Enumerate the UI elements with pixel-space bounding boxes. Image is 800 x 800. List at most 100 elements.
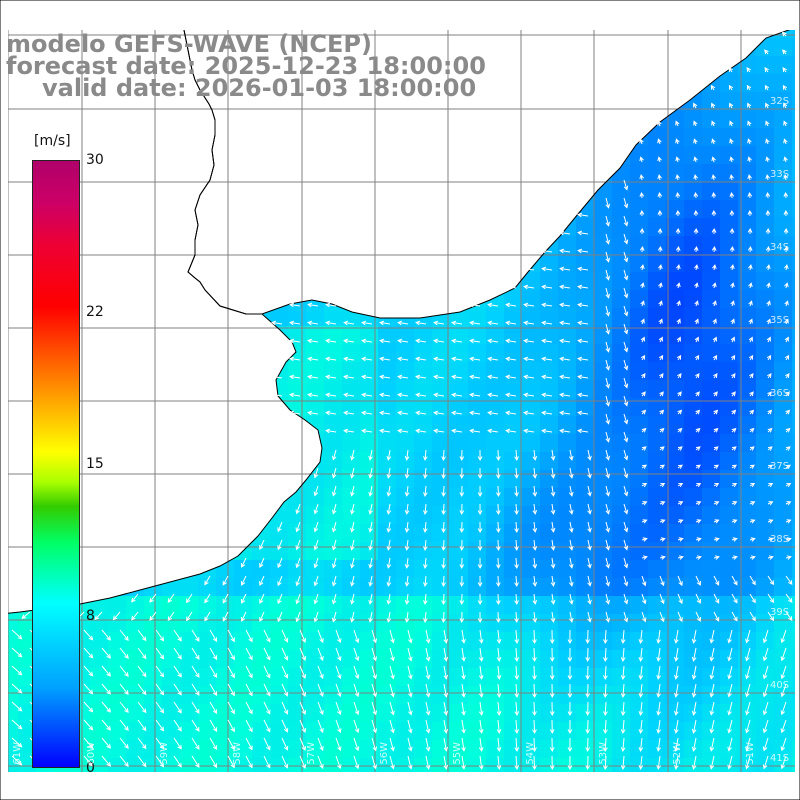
wind-speed-cell (432, 434, 451, 453)
wind-speed-cell (306, 704, 325, 723)
wind-arrow (727, 665, 733, 680)
wind-arrow (459, 557, 465, 570)
wind-arrow (433, 392, 445, 398)
wind-arrow (559, 248, 571, 254)
wind-arrow (227, 629, 235, 643)
wind-arrow (603, 647, 608, 663)
wind-arrow (83, 701, 94, 713)
wind-speed-cell (792, 704, 795, 723)
wind-speed-cell (486, 632, 505, 651)
wind-arrow (532, 521, 538, 533)
wind-arrow (785, 409, 791, 415)
wind-speed-cell (108, 650, 127, 669)
wind-speed-cell (504, 704, 523, 723)
wind-arrow (371, 629, 378, 644)
wind-speed-cell (684, 362, 703, 381)
wind-arrow (713, 519, 720, 524)
wind-arrow (441, 485, 446, 498)
wind-arrow (477, 557, 483, 570)
wind-arrow (289, 320, 301, 326)
wind-arrow (765, 209, 771, 217)
wind-arrow (11, 719, 23, 730)
wind-arrow (523, 320, 535, 326)
wind-speed-cell (594, 686, 613, 705)
wind-speed-cell (306, 650, 325, 669)
wind-arrow (368, 575, 373, 587)
wind-arrow (550, 485, 556, 497)
wind-arrow (325, 320, 337, 326)
wind-speed-cell (18, 632, 37, 651)
wind-arrow (386, 485, 392, 497)
wind-speed-cell (756, 110, 775, 129)
wind-arrow (101, 647, 111, 659)
wind-speed-cell (702, 254, 721, 273)
wind-speed-cell (792, 146, 795, 165)
wind-arrow (691, 629, 697, 644)
wind-arrow (641, 519, 648, 524)
wind-speed-cell (306, 686, 325, 705)
wind-arrow (747, 102, 752, 109)
wind-arrow (277, 611, 283, 623)
wind-speed-cell (594, 722, 613, 741)
wind-speed-cell (180, 758, 199, 772)
wind-arrow (783, 209, 789, 217)
wind-arrow (443, 755, 449, 770)
wind-speed-cell (630, 164, 649, 183)
wind-speed-cell (216, 722, 235, 741)
wind-arrow (541, 320, 553, 326)
wind-arrow (623, 503, 629, 515)
wind-arrow (138, 774, 146, 784)
wind-arrow (532, 737, 537, 753)
wind-arrow (731, 482, 738, 488)
wind-speed-cell (612, 758, 631, 772)
wind-arrow (623, 431, 629, 443)
wind-arrow (605, 377, 610, 389)
wind-arrow (713, 575, 720, 586)
wind-speed-cell (270, 722, 289, 741)
wind-arrow (379, 320, 391, 326)
wind-arrow (549, 647, 555, 663)
wind-speed-cell (8, 740, 19, 759)
wind-arrow (331, 593, 337, 605)
wind-speed-cell (720, 74, 739, 93)
wind-arrow (638, 683, 644, 698)
wind-speed-cell (126, 722, 145, 741)
wind-speed-cell (486, 668, 505, 687)
wind-arrow (204, 611, 211, 622)
wind-arrow (658, 336, 663, 343)
wind-speed-cell (432, 614, 451, 633)
wind-speed-cell (720, 416, 739, 435)
wind-arrow (785, 537, 792, 542)
wind-arrow (767, 501, 774, 506)
wind-arrow (674, 737, 679, 752)
wind-speed-cell (432, 704, 451, 723)
wind-arrow (523, 302, 535, 308)
wind-arrow (567, 755, 573, 771)
wind-arrow (729, 191, 735, 199)
wind-arrow (641, 611, 647, 623)
wind-speed-cell (468, 668, 487, 687)
wind-arrow (783, 191, 789, 199)
wind-arrow (173, 737, 182, 750)
wind-arrow (397, 410, 409, 416)
wind-speed-cell (432, 722, 451, 741)
wind-speed-cell (306, 776, 325, 795)
wind-speed-cell (612, 218, 631, 237)
wind-speed-cell (612, 668, 631, 687)
wind-arrow (361, 320, 373, 326)
map-title-forecast-date: forecast date: 2025-12-23 18:00:00 (6, 52, 486, 80)
wind-speed-cell (702, 452, 721, 471)
wind-speed-cell (558, 488, 577, 507)
wind-speed-cell (756, 434, 775, 453)
wind-arrow (767, 575, 775, 586)
wind-speed-cell (666, 254, 685, 273)
wind-speed-cell (450, 434, 469, 453)
wind-arrow (638, 629, 644, 644)
wind-speed-cell (468, 452, 487, 471)
wind-arrow (727, 701, 733, 716)
wind-speed-cell (612, 362, 631, 381)
wind-arrow (461, 683, 466, 698)
wind-arrow (313, 557, 319, 569)
wind-speed-cell (522, 524, 541, 543)
wind-arrow (423, 449, 428, 462)
